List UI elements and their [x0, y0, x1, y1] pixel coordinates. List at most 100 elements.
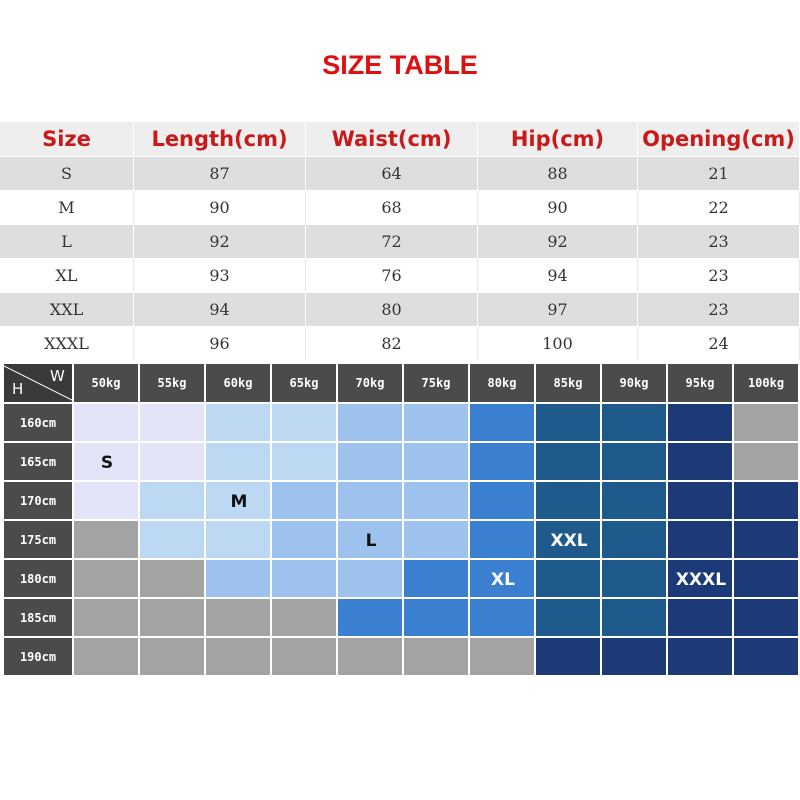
weight-header: 85kg	[536, 364, 600, 402]
grid-cell	[536, 560, 600, 597]
grid-cell	[338, 404, 402, 441]
table-cell: 21	[638, 157, 800, 190]
grid-cell	[272, 521, 336, 558]
header-cell: Hip(cm)	[478, 122, 638, 156]
diagonal-divider-icon	[4, 365, 72, 401]
grid-cell	[602, 638, 666, 675]
grid-cell	[74, 521, 138, 558]
grid-cell	[602, 404, 666, 441]
grid-cell	[140, 521, 204, 558]
table-cell: 88	[478, 157, 638, 190]
grid-cell	[668, 638, 732, 675]
table-cell: 23	[638, 225, 800, 258]
size-label: XXL	[550, 530, 588, 551]
table-cell: 80	[306, 293, 478, 326]
grid-cell	[470, 443, 534, 480]
grid-cell	[74, 482, 138, 519]
grid-cell	[272, 599, 336, 636]
size-label: XL	[491, 569, 515, 590]
grid-cell	[206, 482, 270, 519]
size-label: S	[100, 452, 114, 473]
grid-cell	[734, 443, 798, 480]
grid-cell	[338, 638, 402, 675]
grid-cell	[338, 599, 402, 636]
weight-header: 95kg	[668, 364, 732, 402]
table-cell: 90	[134, 191, 306, 224]
grid-cell	[470, 599, 534, 636]
grid-cell	[74, 404, 138, 441]
grid-cell	[404, 599, 468, 636]
height-axis-label: H	[12, 380, 24, 398]
grid-cell	[272, 560, 336, 597]
grid-cell	[668, 443, 732, 480]
table-cell: 68	[306, 191, 478, 224]
grid-cell	[272, 404, 336, 441]
grid-cell	[602, 599, 666, 636]
size-table-header: Size Length(cm) Waist(cm) Hip(cm) Opening(cm…	[0, 122, 800, 157]
grid-cell	[140, 599, 204, 636]
table-cell: 72	[306, 225, 478, 258]
grid-cell	[74, 443, 138, 480]
grid-cell	[140, 638, 204, 675]
grid-cell	[206, 638, 270, 675]
grid-cell	[140, 404, 204, 441]
table-cell: 82	[306, 327, 478, 360]
table-cell: 22	[638, 191, 800, 224]
grid-cell	[206, 521, 270, 558]
weight-header: 55kg	[140, 364, 204, 402]
grid-cell	[404, 443, 468, 480]
weight-header: 60kg	[206, 364, 270, 402]
header-cell: Waist(cm)	[306, 122, 478, 156]
grid-cell	[734, 599, 798, 636]
grid-cell	[536, 404, 600, 441]
grid-cell	[338, 521, 402, 558]
grid-cell	[404, 482, 468, 519]
grid-cell	[140, 482, 204, 519]
weight-header: 65kg	[272, 364, 336, 402]
table-cell: 92	[134, 225, 306, 258]
grid-cell	[602, 521, 666, 558]
height-header: 185cm	[4, 599, 72, 636]
grid-cell	[668, 404, 732, 441]
grid-cell	[470, 521, 534, 558]
page-title: SIZE TABLE	[322, 50, 478, 80]
table-row: XXXL 96 82 100 24	[0, 327, 800, 361]
table-cell: M	[0, 191, 134, 224]
table-cell: 94	[478, 259, 638, 292]
table-cell: 90	[478, 191, 638, 224]
grid-cell	[206, 599, 270, 636]
table-row: XXL 94 80 97 23	[0, 293, 800, 327]
table-cell: 23	[638, 293, 800, 326]
grid-cell	[734, 482, 798, 519]
size-label: M	[230, 491, 248, 512]
weight-header: 70kg	[338, 364, 402, 402]
grid-cell	[668, 482, 732, 519]
size-label: L	[365, 530, 377, 551]
weight-axis-label: W	[50, 367, 65, 385]
table-row: M 90 68 90 22	[0, 191, 800, 225]
grid-cell	[470, 482, 534, 519]
grid-cell	[734, 638, 798, 675]
table-cell: 87	[134, 157, 306, 190]
height-header: 180cm	[4, 560, 72, 597]
grid-cell	[140, 560, 204, 597]
table-cell: 64	[306, 157, 478, 190]
table-cell: 96	[134, 327, 306, 360]
grid-cell	[272, 443, 336, 480]
grid-cell	[74, 560, 138, 597]
header-cell: Length(cm)	[134, 122, 306, 156]
height-header: 170cm	[4, 482, 72, 519]
table-cell: 100	[478, 327, 638, 360]
grid-cell	[470, 638, 534, 675]
weight-header: 75kg	[404, 364, 468, 402]
header-cell: Size	[0, 122, 134, 156]
header-cell: Opening(cm)	[638, 122, 800, 156]
grid-cell	[404, 404, 468, 441]
table-cell: 23	[638, 259, 800, 292]
grid-cell	[536, 443, 600, 480]
weight-header: 90kg	[602, 364, 666, 402]
grid-cell	[140, 443, 204, 480]
table-cell: 92	[478, 225, 638, 258]
grid-corner: H W	[4, 364, 72, 402]
table-cell: 93	[134, 259, 306, 292]
